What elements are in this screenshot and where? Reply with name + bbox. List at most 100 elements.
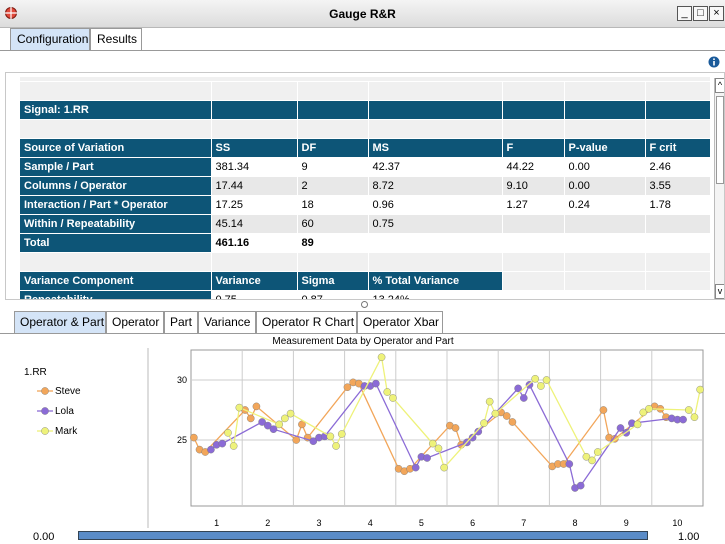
data-point xyxy=(343,383,352,392)
plot-area: 30 25 1 2 3 4 5 6 7 8 9 10 xyxy=(177,349,704,528)
data-point xyxy=(190,433,198,442)
data-point xyxy=(332,442,340,450)
data-point xyxy=(337,430,346,438)
column-header: Sigma xyxy=(297,271,369,291)
slider-track[interactable] xyxy=(78,531,648,540)
table-row: Repeatability 0.75 0.87 13.24% xyxy=(20,290,711,299)
close-button[interactable]: × xyxy=(709,6,724,21)
data-point xyxy=(514,384,522,393)
data-point xyxy=(224,429,232,437)
tab-results[interactable]: Results xyxy=(90,28,142,50)
row-label: Columns / Operator xyxy=(20,176,212,196)
tab-part[interactable]: Part xyxy=(164,311,198,333)
data-point xyxy=(218,439,227,448)
table-scrollbar[interactable]: ^ v xyxy=(714,78,724,299)
data-point xyxy=(434,444,443,453)
scroll-thumb[interactable] xyxy=(716,96,724,184)
tab-variance[interactable]: Variance xyxy=(198,311,256,333)
table-row: Within / Repeatability 45.14 60 0.75 xyxy=(20,214,711,234)
column-header: F xyxy=(502,138,565,158)
data-point xyxy=(696,385,704,394)
row-label: Interaction / Part * Operator xyxy=(20,195,212,215)
column-header: % Total Variance xyxy=(368,271,503,291)
legend-label: Mark xyxy=(55,426,78,437)
data-point xyxy=(229,442,238,450)
tab-operator[interactable]: Operator xyxy=(106,311,164,333)
table-cell: 17.44 xyxy=(211,176,298,196)
x-tick-label: 1 xyxy=(214,518,219,528)
data-point xyxy=(451,424,460,432)
table-cell: 60 xyxy=(297,214,369,234)
data-point xyxy=(372,379,380,388)
data-point xyxy=(565,460,574,468)
table-cell: 381.34 xyxy=(211,157,298,177)
legend-swatch xyxy=(41,387,49,395)
table-cell: 9 xyxy=(297,157,369,177)
scroll-up-icon[interactable]: ^ xyxy=(715,78,724,93)
x-tick-label: 9 xyxy=(624,518,629,528)
splitter-handle[interactable] xyxy=(361,301,368,308)
table-cell: 42.37 xyxy=(368,157,503,177)
anova-header-row: Source of Variation SS DF MS F P-value F… xyxy=(20,138,711,158)
variance-header-row: Variance Component Variance Sigma % Tota… xyxy=(20,271,711,291)
table-cell xyxy=(368,233,503,253)
y-tick-label: 25 xyxy=(177,435,187,445)
divider xyxy=(0,50,725,51)
column-header: DF xyxy=(297,138,369,158)
data-point xyxy=(252,402,261,411)
data-point xyxy=(633,420,642,429)
table-cell: 0.75 xyxy=(368,214,503,234)
data-point xyxy=(508,418,517,426)
info-icon[interactable] xyxy=(708,56,720,68)
divider xyxy=(0,333,725,334)
legend-swatch xyxy=(41,407,49,415)
minimize-button[interactable]: _ xyxy=(677,6,692,21)
data-point xyxy=(480,419,488,427)
table-cell: 44.22 xyxy=(502,157,565,177)
data-point xyxy=(576,481,585,490)
data-point xyxy=(684,406,693,414)
data-point xyxy=(263,421,272,430)
table-cell: 2 xyxy=(297,176,369,196)
tab-operator-r-chart[interactable]: Operator R Chart xyxy=(256,311,357,333)
column-header: P-value xyxy=(564,138,646,158)
range-slider[interactable]: 0.00 1.00 xyxy=(0,528,725,544)
table-cell xyxy=(645,233,711,253)
table-cell: 17.25 xyxy=(211,195,298,215)
data-point xyxy=(485,397,494,406)
data-point xyxy=(207,445,215,454)
tab-operator-part[interactable]: Operator & Part xyxy=(14,311,106,333)
tab-configuration[interactable]: Configuration xyxy=(10,28,90,50)
data-point xyxy=(599,406,608,414)
maximize-button[interactable]: □ xyxy=(693,6,708,21)
legend-swatch xyxy=(41,427,49,435)
measurement-chart: Measurement Data by Operator and Part 1.… xyxy=(24,336,704,528)
table-cell xyxy=(564,214,646,234)
data-point xyxy=(588,456,596,465)
table-cell: 0.24 xyxy=(564,195,646,215)
tab-operator-xbar[interactable]: Operator Xbar xyxy=(357,311,443,333)
table-cell: 0.96 xyxy=(368,195,503,215)
row-label: Total xyxy=(20,233,212,253)
column-header: F crit xyxy=(645,138,711,158)
data-point xyxy=(428,439,437,448)
table-cell: 0.87 xyxy=(297,290,369,299)
data-point xyxy=(281,414,289,423)
x-tick-label: 4 xyxy=(368,518,373,528)
legend-label: Steve xyxy=(55,386,81,397)
table-cell xyxy=(645,214,711,234)
table-cell: 2.46 xyxy=(645,157,711,177)
data-point xyxy=(639,408,648,417)
table-cell: 89 xyxy=(297,233,369,253)
data-point xyxy=(690,413,699,421)
table-cell xyxy=(502,214,565,234)
data-point xyxy=(520,394,528,402)
x-tick-label: 7 xyxy=(521,518,526,528)
data-point xyxy=(645,405,653,413)
scroll-down-icon[interactable]: v xyxy=(715,284,724,299)
data-point xyxy=(286,409,295,418)
data-point xyxy=(542,376,551,384)
table-cell: 3.55 xyxy=(645,176,711,196)
data-point xyxy=(468,433,477,442)
data-point xyxy=(389,394,397,402)
